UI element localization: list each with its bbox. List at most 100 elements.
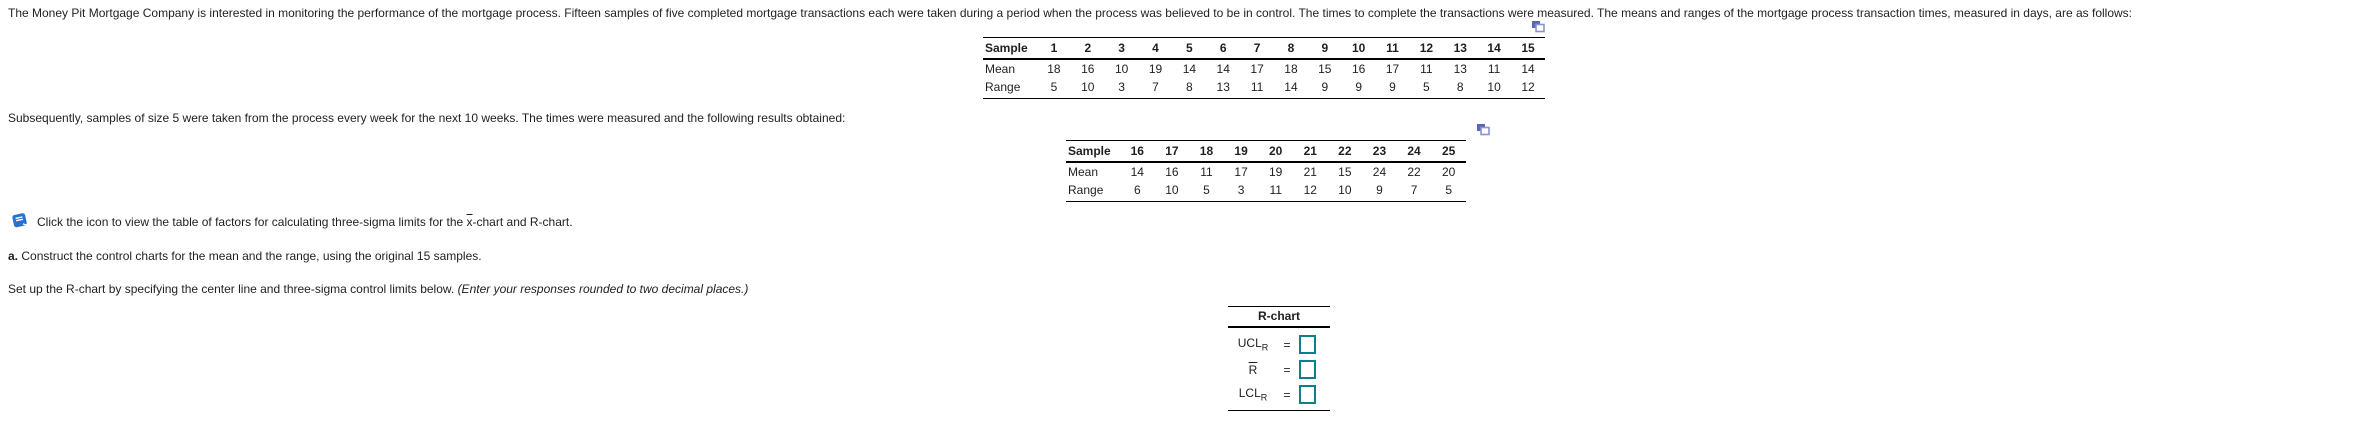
table-cell: 12 — [1511, 78, 1545, 99]
table-cell: 15 — [1318, 62, 1332, 76]
table-cell: 13 — [1453, 62, 1467, 76]
x-bar-symbol: x — [466, 214, 473, 229]
table-cell: 10 — [1477, 78, 1512, 99]
table-cell: 14 — [1182, 62, 1197, 76]
table-cell: 5 — [1189, 181, 1224, 202]
table-cell: 9 — [1375, 78, 1410, 99]
samples-table-2: Sample 16 17 18 19 20 21 22 23 24 25 Mea… — [1066, 140, 1466, 202]
table-cell: 11 — [1420, 62, 1433, 76]
popout-icon[interactable] — [1531, 20, 1545, 36]
r-chart-title: R-chart — [1228, 306, 1330, 328]
table-header-cell: 11 — [1375, 37, 1410, 60]
table-cell: 10 — [1154, 181, 1190, 202]
row-label: Mean — [1068, 165, 1099, 179]
ucl-label: UCLR — [1237, 336, 1269, 353]
table-cell: 5 — [1409, 78, 1444, 99]
rbar-row: R = — [1228, 357, 1330, 382]
table-cell: 15 — [1338, 165, 1352, 179]
intro-paragraph: The Money Pit Mortgage Company is intere… — [8, 6, 2132, 20]
factors-note: Click the icon to view the table of fact… — [11, 211, 573, 232]
mean-row: Mean 14 16 11 17 19 21 15 24 22 20 — [1066, 162, 1466, 181]
table-header-cell: 15 — [1511, 37, 1545, 60]
equals-sign: = — [1283, 362, 1291, 377]
table-cell: 14 — [1130, 165, 1144, 179]
subsequent-samples-paragraph: Subsequently, samples of size 5 were tak… — [8, 111, 846, 125]
lclr-input[interactable] — [1299, 385, 1316, 404]
factors-note-text: Click the icon to view the table of fact… — [37, 214, 573, 229]
table-cell: 6 — [1120, 181, 1155, 202]
table-cell: 18 — [1047, 62, 1061, 76]
range-row: Range 6 10 5 3 11 12 10 9 7 5 — [1066, 181, 1466, 202]
table-header-cell: 22 — [1327, 140, 1363, 163]
table-header-cell: 5 — [1172, 37, 1207, 60]
table-cell: 5 — [1037, 78, 1071, 99]
uclr-input[interactable] — [1299, 335, 1316, 354]
table-header-row: Sample 1 2 3 4 5 6 7 8 9 10 11 12 13 14 … — [983, 37, 1545, 60]
table-header-cell: 3 — [1104, 37, 1139, 60]
row-label: Range — [983, 78, 1037, 99]
table-header-cell: 25 — [1431, 140, 1466, 163]
table-header-cell: 24 — [1396, 140, 1432, 163]
table-cell: 9 — [1307, 78, 1342, 99]
row-label: Mean — [985, 62, 1016, 76]
table-cell: 16 — [1351, 62, 1366, 76]
table-cell: 10 — [1327, 181, 1363, 202]
table-cell: 8 — [1443, 78, 1478, 99]
rbar-input[interactable] — [1299, 360, 1316, 379]
table-cell: 12 — [1292, 181, 1328, 202]
table-cell: 16 — [1081, 62, 1095, 76]
table-cell: 19 — [1268, 165, 1283, 179]
table-header-cell: Sample — [983, 37, 1037, 60]
table-cell: 17 — [1234, 165, 1248, 179]
table-header-cell: 18 — [1189, 140, 1224, 163]
table-header-cell: 16 — [1120, 140, 1155, 163]
table-cell: 3 — [1223, 181, 1259, 202]
table-cell: 11 — [1487, 62, 1501, 76]
table-header-cell: 17 — [1154, 140, 1190, 163]
table-cell: 9 — [1362, 181, 1397, 202]
table-cell: 14 — [1216, 62, 1230, 76]
table-header-cell: 8 — [1274, 37, 1308, 60]
table-header-cell: 20 — [1258, 140, 1293, 163]
table-samples-16-25: Sample 16 17 18 19 20 21 22 23 24 25 Mea… — [1066, 124, 1490, 202]
table-cell: 5 — [1431, 181, 1466, 202]
table-cell: 8 — [1172, 78, 1207, 99]
table-cell: 19 — [1148, 62, 1163, 76]
row-label: Range — [1066, 181, 1120, 202]
table-cell: 11 — [1240, 78, 1275, 99]
range-row: Range 5 10 3 7 8 13 11 14 9 9 9 5 8 10 1… — [983, 78, 1545, 99]
table-cell: 21 — [1303, 165, 1317, 179]
table-cell: 7 — [1396, 181, 1432, 202]
table-header-cell: 1 — [1037, 37, 1071, 60]
table-cell: 16 — [1165, 165, 1179, 179]
table-header-cell: 9 — [1307, 37, 1342, 60]
rbar-label: R — [1248, 362, 1258, 377]
lcl-row: LCLR = — [1228, 382, 1330, 407]
part-a-instruction: a. Construct the control charts for the … — [8, 249, 482, 263]
table-header-cell: 14 — [1477, 37, 1512, 60]
table-cell: 3 — [1104, 78, 1139, 99]
table-cell: 9 — [1341, 78, 1376, 99]
table-header-cell: 2 — [1070, 37, 1105, 60]
lcl-label: LCLR — [1238, 386, 1268, 403]
table-cell: 17 — [1250, 62, 1264, 76]
table-header-cell: 12 — [1409, 37, 1444, 60]
table-header-cell: 7 — [1240, 37, 1275, 60]
table-cell: 10 — [1070, 78, 1105, 99]
table-header-cell: 10 — [1341, 37, 1376, 60]
setup-instruction: Set up the R-chart by specifying the cen… — [8, 282, 749, 296]
table-header-cell: 6 — [1206, 37, 1241, 60]
table-cell: 11 — [1258, 181, 1293, 202]
table-cell: 11 — [1200, 165, 1213, 179]
table-cell: 7 — [1138, 78, 1173, 99]
table-cell: 22 — [1407, 165, 1421, 179]
table-samples-1-15: Sample 1 2 3 4 5 6 7 8 9 10 11 12 13 14 … — [983, 21, 1545, 99]
table-header-cell: 19 — [1223, 140, 1259, 163]
ucl-row: UCLR = — [1228, 332, 1330, 357]
equals-sign: = — [1283, 387, 1291, 402]
table-cell: 10 — [1114, 62, 1129, 76]
table-cell: 14 — [1274, 78, 1308, 99]
factors-table-icon[interactable] — [11, 211, 28, 232]
table-cell: 18 — [1284, 62, 1298, 76]
popout-icon[interactable] — [1476, 123, 1490, 139]
